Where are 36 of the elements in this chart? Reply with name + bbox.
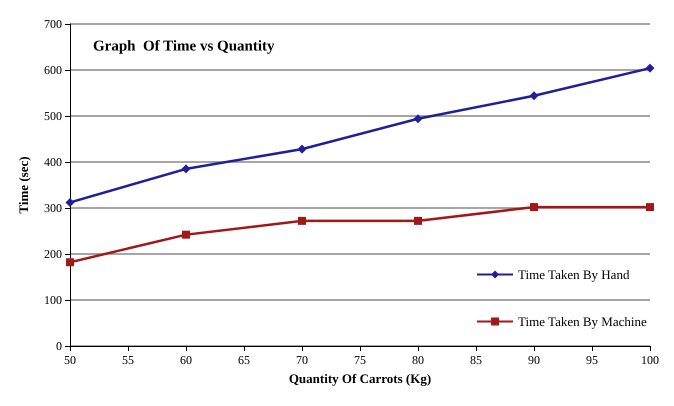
point <box>182 164 190 174</box>
x-tick-label: 55 <box>122 353 134 367</box>
point <box>530 91 538 100</box>
y-tick-label: 300 <box>44 201 62 215</box>
point <box>66 258 74 266</box>
point <box>298 144 306 154</box>
y-tick-label: 200 <box>44 247 62 261</box>
x-tick-label: 80 <box>412 353 424 367</box>
text: Graph Of Time vs Quantity <box>93 38 276 54</box>
point <box>182 230 190 239</box>
point <box>530 203 538 212</box>
point <box>646 64 654 73</box>
legend-label: Time Taken By Machine <box>518 314 647 329</box>
y-tick-label: 700 <box>44 17 62 31</box>
y-tick-label: 500 <box>44 109 62 123</box>
x-tick-label: 70 <box>296 353 308 367</box>
y-axis-title: Time (sec) <box>16 156 31 214</box>
y-tick-label: 100 <box>44 293 62 307</box>
x-tick-label: 95 <box>586 353 598 367</box>
point <box>414 114 422 124</box>
point <box>66 198 74 207</box>
point <box>298 216 306 225</box>
x-tick-label: 85 <box>470 353 482 367</box>
point <box>646 203 654 212</box>
x-tick-label: 65 <box>238 353 250 367</box>
x-tick-label: 50 <box>64 353 76 367</box>
x-axis-title: Quantity Of Carrots (Kg) <box>288 371 432 386</box>
x-tick-label: 75 <box>354 353 366 367</box>
legend-label: Time Taken By Hand <box>518 267 630 282</box>
y-tick-label: 400 <box>44 155 62 169</box>
x-tick-label: 60 <box>180 353 192 367</box>
x-tick-label: 90 <box>528 353 540 367</box>
x-tick-label: 100 <box>641 353 659 367</box>
y-tick-label: 600 <box>44 63 62 77</box>
point <box>414 216 422 225</box>
y-tick-label: 0 <box>56 339 62 353</box>
